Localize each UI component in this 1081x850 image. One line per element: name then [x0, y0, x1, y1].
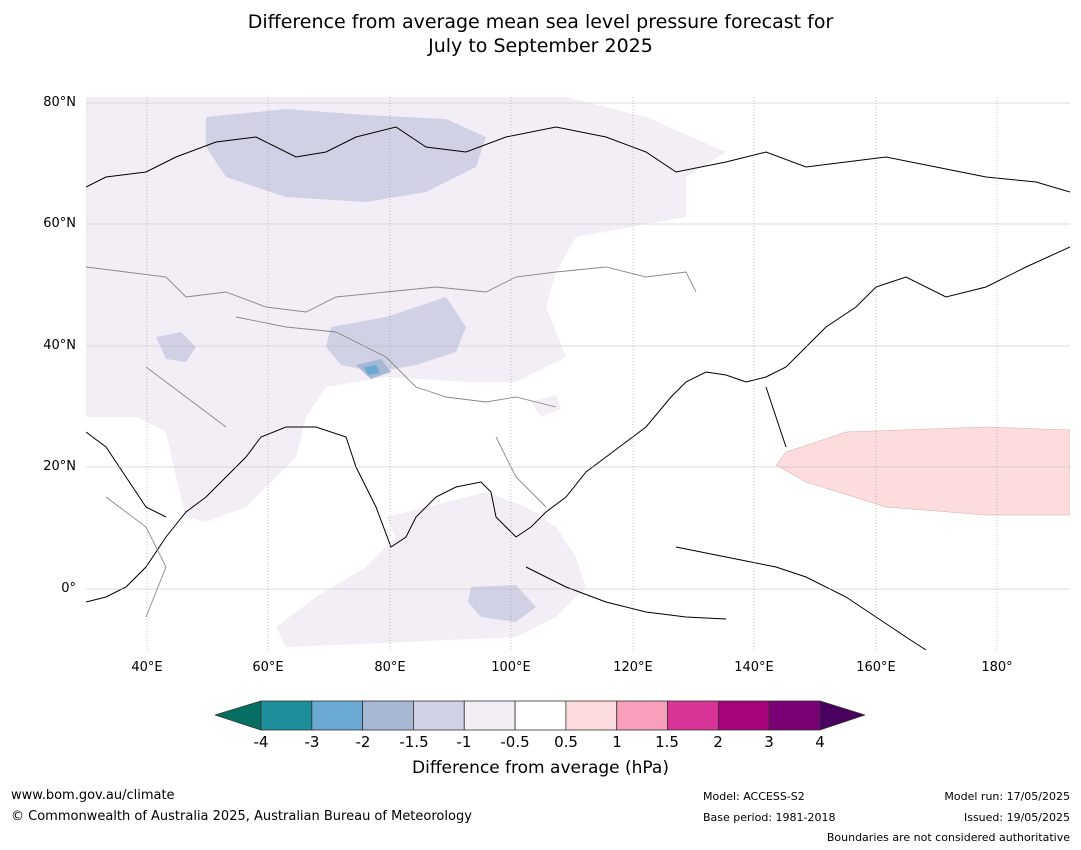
colorbar-bin [260, 700, 313, 731]
lon-label-60e: 60°E [252, 660, 284, 675]
colorbar-bin [667, 700, 719, 731]
colorbar-bin [311, 700, 364, 731]
colorbar-bin [362, 700, 414, 731]
colorbar-tick: -3 [304, 733, 320, 751]
anomaly-lavender-blue [156, 109, 536, 622]
colorbar-tick: 1.5 [655, 733, 679, 751]
colorbar-bin [616, 700, 668, 731]
colorbar-bins [260, 700, 821, 731]
colorbar-bin [717, 700, 770, 731]
model-run-date: Model run: 17/05/2025 [944, 790, 1070, 803]
website-link[interactable]: www.bom.gov.au/climate [11, 788, 175, 803]
base-period: Base period: 1981-2018 [703, 811, 836, 824]
colorbar-tick: 2 [713, 733, 723, 751]
lon-label-120e: 120°E [613, 660, 653, 675]
colorbar-tick: -0.5 [500, 733, 530, 751]
colorbar-tick: -2 [355, 733, 371, 751]
colorbar-tick: -4 [253, 733, 269, 751]
country-borders [86, 266, 697, 618]
lon-label-140e: 140°E [734, 660, 774, 675]
title-line-2: July to September 2025 [428, 35, 653, 57]
colorbar-tick: 3 [764, 733, 774, 751]
colorbar-bin [768, 700, 821, 731]
colorbar-bin [565, 700, 618, 731]
colorbar-bin [514, 700, 567, 731]
graticule [86, 97, 1070, 650]
lon-label-100e: 100°E [491, 660, 531, 675]
anomaly-pink [775, 426, 1070, 516]
lat-label-40n: 40°N [43, 338, 76, 353]
title-line-1: Difference from average mean sea level p… [247, 11, 834, 33]
lat-label-60n: 60°N [43, 216, 76, 231]
model-name: Model: ACCESS-S2 [703, 790, 805, 803]
colorbar [215, 700, 865, 731]
issued-date: Issued: 19/05/2025 [963, 811, 1070, 824]
colorbar-tick: 0.5 [554, 733, 578, 751]
lon-label-180: 180° [981, 660, 1013, 675]
colorbar-tick: -1 [456, 733, 472, 751]
anomaly-blue [364, 365, 380, 375]
map-canvas [86, 97, 1070, 650]
lat-label-20n: 20°N [43, 459, 76, 474]
copyright-text: © Commonwealth of Australia 2025, Austra… [11, 809, 472, 824]
lon-label-40e: 40°E [131, 660, 163, 675]
lon-label-160e: 160°E [856, 660, 896, 675]
colorbar-bin [463, 700, 516, 731]
colorbar-tick: 4 [815, 733, 825, 751]
forecast-map[interactable] [86, 97, 1070, 650]
colorbar-tick: -1.5 [399, 733, 429, 751]
colorbar-extend-low [215, 700, 262, 731]
lat-label-80n: 80°N [43, 95, 76, 110]
lon-label-80e: 80°E [374, 660, 406, 675]
colorbar-bin [413, 700, 465, 731]
colorbar-tick: 1 [612, 733, 622, 751]
boundaries-disclaimer: Boundaries are not considered authoritat… [826, 831, 1070, 844]
lat-label-0: 0° [61, 581, 76, 596]
coastlines [86, 126, 1070, 650]
colorbar-extend-high [819, 700, 865, 731]
colorbar-title: Difference from average (hPa) [412, 758, 669, 778]
